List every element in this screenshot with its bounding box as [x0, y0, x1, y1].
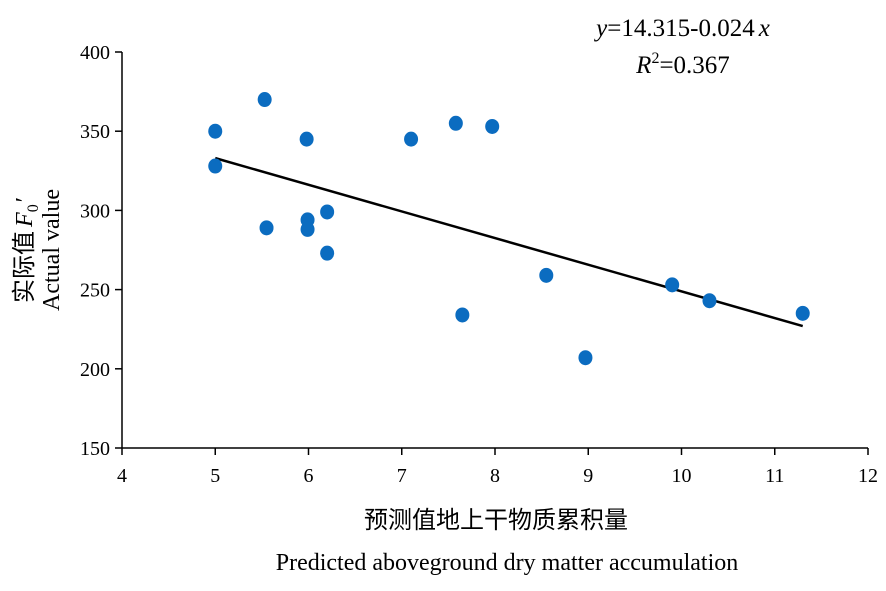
data-point [795, 305, 810, 321]
r-squared-label: R2=0.367 [635, 50, 730, 79]
x-tick-label: 10 [672, 465, 692, 487]
data-point [320, 245, 335, 261]
data-point [448, 115, 463, 131]
data-point [539, 267, 554, 283]
data-point [257, 92, 272, 108]
x-tick-label: 6 [304, 465, 314, 487]
y-axis-title-en: Actual value [39, 189, 65, 311]
x-tick-label: 9 [583, 465, 593, 487]
x-tick-label: 11 [765, 465, 784, 487]
y-tick-label: 350 [80, 121, 110, 143]
data-point [300, 221, 315, 237]
x-axis-title-en: Predicted aboveground dry matter accumul… [276, 550, 739, 576]
x-tick-label: 8 [490, 465, 500, 487]
y-tick-label: 400 [80, 42, 110, 64]
data-point [320, 204, 335, 220]
x-tick-label: 5 [210, 465, 220, 487]
x-tick-label: 7 [397, 465, 407, 487]
regression-equation: y=14.315-0.024 x [593, 15, 770, 42]
y-tick-label: 300 [80, 200, 110, 222]
y-tick-label: 250 [80, 280, 110, 302]
y-axis-ticks: 150 200 250 300 350 400 [80, 42, 122, 460]
x-tick-label: 12 [858, 465, 878, 487]
data-point [404, 131, 419, 147]
data-point [208, 158, 223, 174]
data-point [578, 350, 593, 366]
y-axis-title-cn: 实际值F0′ [11, 197, 42, 303]
data-point [702, 293, 717, 309]
y-tick-label: 150 [80, 438, 110, 460]
data-point [208, 123, 223, 139]
data-point [299, 131, 314, 147]
axes [121, 52, 868, 449]
x-axis-ticks: 4 5 6 7 8 9 10 11 12 [117, 448, 878, 487]
x-tick-label: 4 [117, 465, 127, 487]
data-point [485, 118, 500, 134]
x-axis-title-cn: 预测值地上干物质累积量 [364, 507, 628, 534]
y-tick-label: 200 [80, 359, 110, 381]
data-point [455, 307, 470, 323]
data-point [665, 277, 680, 293]
data-point [259, 220, 274, 236]
data-series [208, 92, 810, 366]
